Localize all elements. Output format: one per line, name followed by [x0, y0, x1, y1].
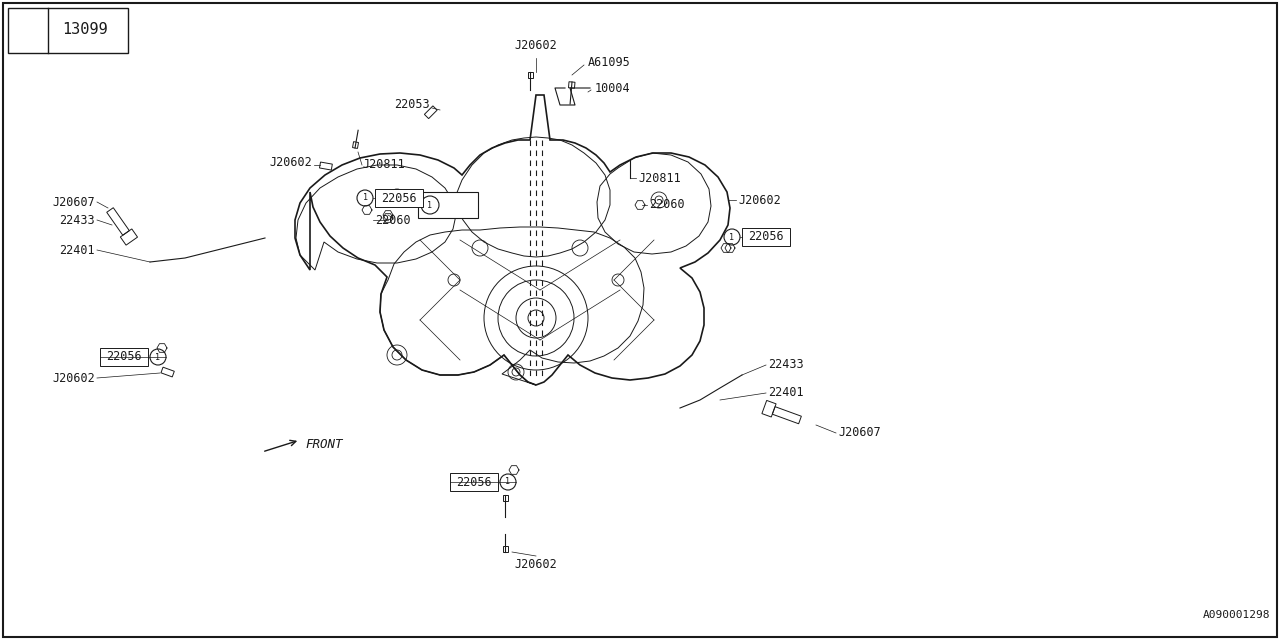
Text: 1: 1	[428, 200, 433, 209]
Text: A61095: A61095	[588, 56, 631, 68]
Text: 1: 1	[362, 193, 367, 202]
Text: 10004: 10004	[595, 81, 631, 95]
Text: 22056: 22056	[749, 230, 783, 243]
Text: 1: 1	[26, 26, 31, 35]
Text: 13099: 13099	[63, 22, 108, 38]
Text: J20602: J20602	[269, 157, 312, 170]
Text: A090001298: A090001298	[1202, 610, 1270, 620]
Text: J20607: J20607	[52, 195, 95, 209]
Text: 22433: 22433	[768, 358, 804, 371]
Text: 22056: 22056	[381, 191, 417, 205]
Text: J20811: J20811	[362, 159, 404, 172]
Text: 22401: 22401	[768, 387, 804, 399]
FancyBboxPatch shape	[419, 192, 477, 218]
Text: J20602: J20602	[52, 371, 95, 385]
Text: J20602: J20602	[739, 193, 781, 207]
FancyBboxPatch shape	[375, 189, 422, 207]
Text: 22060: 22060	[375, 214, 411, 227]
Text: J20602: J20602	[515, 39, 557, 52]
Text: 22060: 22060	[649, 198, 685, 211]
Text: 22053: 22053	[394, 99, 430, 111]
Text: FRONT: FRONT	[305, 438, 343, 451]
FancyBboxPatch shape	[451, 473, 498, 491]
Text: 1: 1	[506, 477, 511, 486]
Polygon shape	[294, 95, 730, 385]
Text: 1: 1	[155, 353, 160, 362]
Text: 22056: 22056	[106, 351, 142, 364]
Text: J20811: J20811	[637, 172, 681, 184]
FancyBboxPatch shape	[100, 348, 148, 366]
Text: 22056: 22056	[456, 476, 492, 488]
Text: 22433: 22433	[59, 214, 95, 227]
FancyBboxPatch shape	[742, 228, 790, 246]
FancyBboxPatch shape	[8, 8, 128, 53]
Text: J20602: J20602	[515, 558, 557, 571]
Text: 1: 1	[730, 232, 735, 241]
Text: 22401: 22401	[59, 243, 95, 257]
Text: J20607: J20607	[838, 426, 881, 438]
